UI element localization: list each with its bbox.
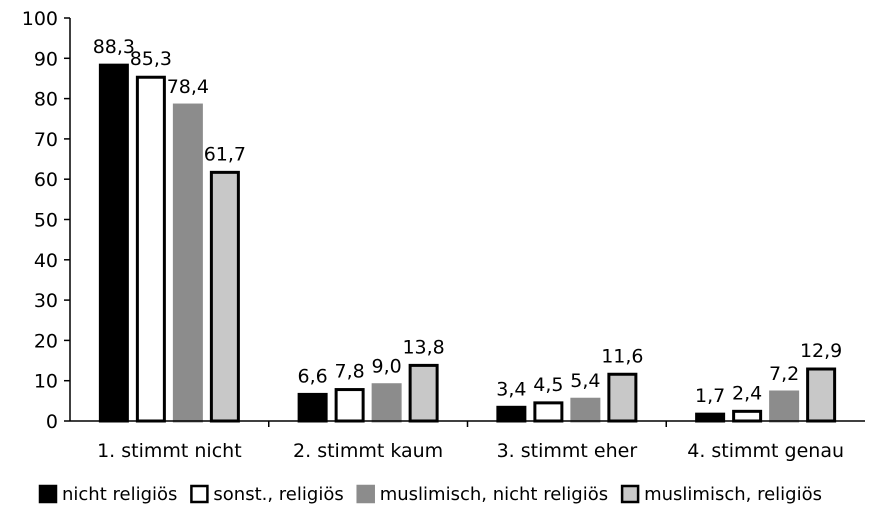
data-label: 61,7 <box>204 143 246 165</box>
bar-sonst-religi-s-2 <box>334 388 365 423</box>
x-tick-label: 1. stimmt nicht <box>97 440 242 462</box>
data-label: 5,4 <box>570 370 600 392</box>
y-tick-label: 100 <box>22 8 58 30</box>
data-label: 7,2 <box>769 363 799 385</box>
bars <box>98 63 837 423</box>
legend-label: muslimisch, nicht religiös <box>380 484 608 505</box>
legend-label: muslimisch, religiös <box>644 484 822 505</box>
data-label: 4,5 <box>533 374 563 396</box>
x-axis: 1. stimmt nicht 2. stimmt kaum 3. stimmt e… <box>70 420 865 462</box>
legend-item: nicht religiös <box>38 484 177 505</box>
data-label: 1,7 <box>695 385 725 407</box>
bar-muslimisch-religi-s-1 <box>209 170 240 423</box>
y-axis: 0 10 20 30 40 50 60 70 80 90 100 <box>22 8 71 433</box>
bar-nicht-religi-s-2 <box>297 392 328 423</box>
y-tick-label: 50 <box>34 210 58 232</box>
bar-sonst-religi-s-4 <box>732 409 763 423</box>
data-label: 85,3 <box>130 48 172 70</box>
x-tick-label: 2. stimmt kaum <box>293 440 443 462</box>
legend-label: sonst., religiös <box>213 484 343 505</box>
legend: nicht religiös sonst., religiös muslimisch… <box>38 484 822 505</box>
legend-swatch <box>620 484 640 504</box>
data-label: 3,4 <box>496 378 526 400</box>
data-label: 11,6 <box>601 345 643 367</box>
bar-nicht-religi-s-4 <box>695 412 726 423</box>
bar-muslimisch-nicht-religi-s-3 <box>570 397 601 423</box>
legend-item: muslimisch, nicht religiös <box>356 484 608 505</box>
bar-muslimisch-religi-s-4 <box>806 367 837 423</box>
legend-label: nicht religiös <box>62 484 177 505</box>
data-label: 12,9 <box>800 340 842 362</box>
bar-muslimisch-nicht-religi-s-1 <box>172 103 203 423</box>
legend-item: muslimisch, religiös <box>620 484 822 505</box>
data-label: 9,0 <box>372 356 402 378</box>
y-tick-label: 10 <box>34 371 58 393</box>
x-tick-label: 4. stimmt genau <box>687 440 844 462</box>
y-tick-label: 70 <box>34 129 58 151</box>
data-label: 2,4 <box>732 382 762 404</box>
bar-muslimisch-nicht-religi-s-4 <box>769 390 800 423</box>
bar-nicht-religi-s-1 <box>98 63 129 423</box>
y-tick-label: 80 <box>34 89 58 111</box>
data-label: 88,3 <box>93 36 135 58</box>
y-tick-label: 20 <box>34 330 58 352</box>
bar-sonst-religi-s-3 <box>533 401 564 423</box>
data-label: 6,6 <box>298 365 328 387</box>
bar-sonst-religi-s-1 <box>135 75 166 423</box>
bar-muslimisch-religi-s-2 <box>408 363 439 423</box>
data-labels: 88,385,3 78,4 61,7 6,6 7,8 9,013,8 3,4 4,5 5,411… <box>93 36 843 407</box>
bar-muslimisch-religi-s-3 <box>607 372 638 423</box>
legend-swatch <box>356 484 375 504</box>
y-tick-label: 0 <box>46 411 58 433</box>
y-tick-label: 90 <box>34 48 58 70</box>
data-label: 7,8 <box>335 361 365 383</box>
y-tick-label: 60 <box>34 169 58 191</box>
legend-swatch <box>190 484 209 504</box>
legend-item: sonst., religiös <box>190 484 344 505</box>
data-label: 13,8 <box>402 336 444 358</box>
data-label: 78,4 <box>167 76 209 98</box>
bar-nicht-religi-s-3 <box>496 405 527 423</box>
y-tick-label: 40 <box>34 250 58 272</box>
y-tick-label: 30 <box>34 290 58 312</box>
x-tick-label: 3. stimmt eher <box>497 440 638 462</box>
legend-swatch <box>38 484 58 504</box>
bar-muslimisch-nicht-religi-s-2 <box>371 383 402 423</box>
